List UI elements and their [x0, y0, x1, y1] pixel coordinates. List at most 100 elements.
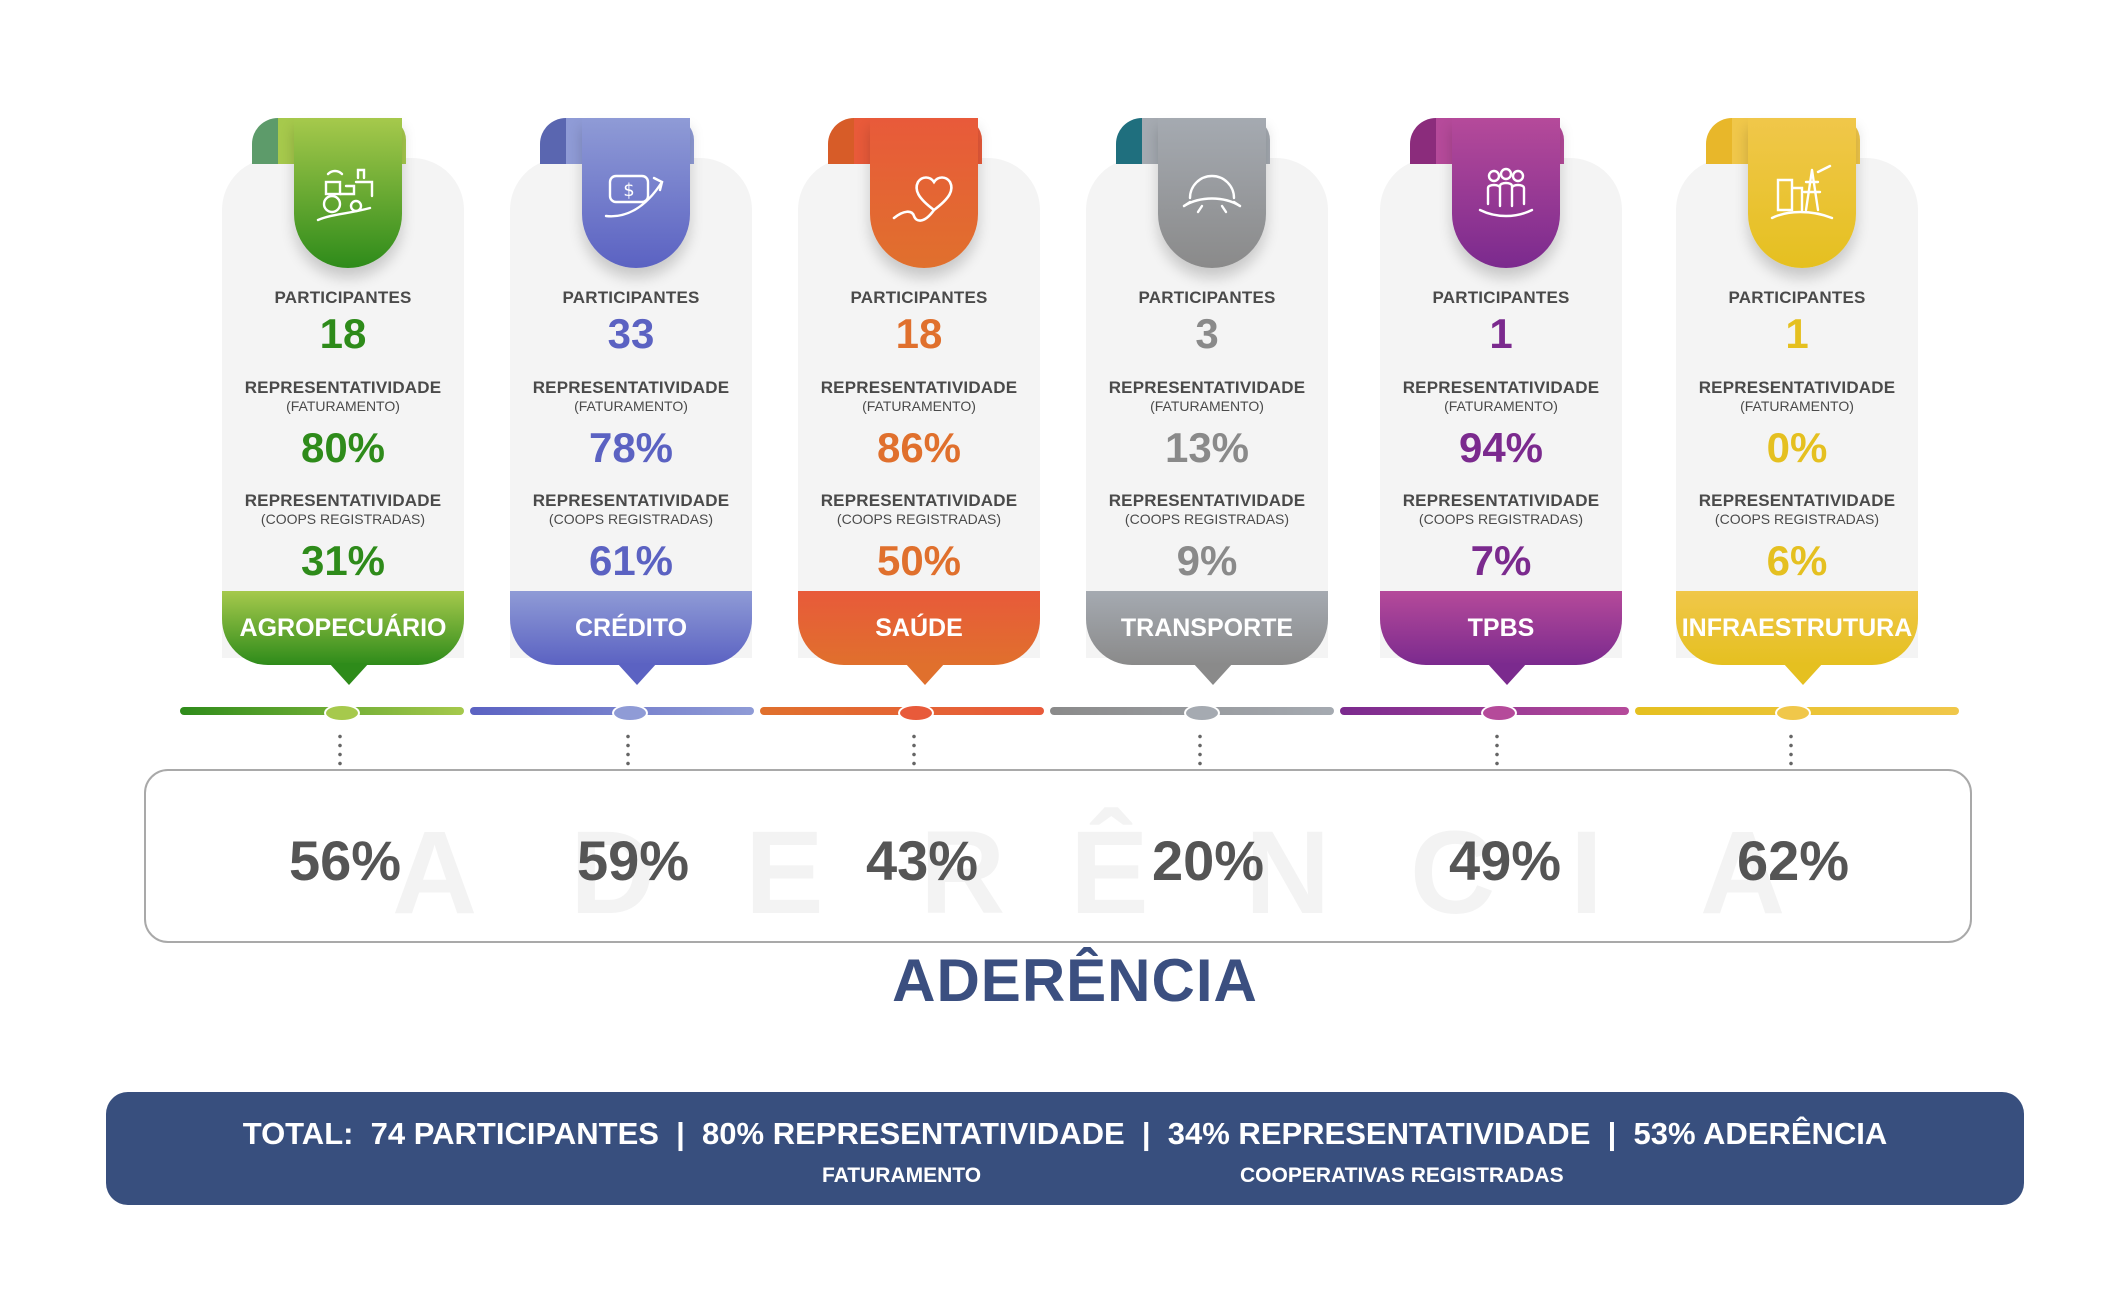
total-bar: TOTAL: 74 PARTICIPANTES | 80% REPRESENTA…	[106, 1092, 2024, 1205]
tractor-farm-icon	[312, 150, 384, 237]
connector-dots	[912, 732, 916, 770]
representatividade-label: REPRESENTATIVIDADE	[1402, 491, 1600, 510]
power-tower-icon	[1766, 150, 1838, 237]
coops-label: (COOPS REGISTRADAS)	[1714, 511, 1880, 527]
sector-pointer	[905, 663, 945, 685]
representatividade-label: REPRESENTATIVIDADE	[244, 378, 442, 397]
sector-pointer	[1783, 663, 1823, 685]
watermark-letter: N	[1245, 807, 1331, 939]
representatividade-label: REPRESENTATIVIDADE	[820, 491, 1018, 510]
faturamento-label: (FATURAMENTO)	[862, 398, 976, 414]
faturamento-label: (FATURAMENTO)	[1150, 398, 1264, 414]
participantes-value: 3	[1195, 310, 1219, 357]
sector-name: CRÉDITO	[510, 591, 752, 665]
sector-name: AGROPECUÁRIO	[222, 591, 464, 665]
coops-value: 31%	[300, 537, 386, 584]
participantes-value: 33	[607, 310, 655, 357]
timeline-dot	[1775, 704, 1811, 722]
participantes-value: 1	[1489, 310, 1513, 357]
watermark-letter: Ê	[1070, 807, 1149, 939]
representatividade-label: REPRESENTATIVIDADE	[820, 378, 1018, 397]
sector-name: TRANSPORTE	[1086, 591, 1328, 665]
representatividade-label: REPRESENTATIVIDADE	[1108, 378, 1306, 397]
icon-badge: $	[582, 118, 690, 268]
representatividade-label: REPRESENTATIVIDADE	[1698, 491, 1896, 510]
representatividade-label: REPRESENTATIVIDADE	[532, 491, 730, 510]
sector-pointer	[1193, 663, 1233, 685]
sector-pointer	[1487, 663, 1527, 685]
connector-dots	[626, 732, 630, 770]
icon-badge	[1158, 118, 1266, 268]
timeline-dot	[1481, 704, 1517, 722]
faturamento-value: 78%	[588, 424, 674, 471]
faturamento-label: (FATURAMENTO)	[1444, 398, 1558, 414]
connector-dots	[1789, 732, 1793, 770]
participantes-value: 18	[895, 310, 943, 357]
coops-value: 9%	[1176, 537, 1238, 584]
sector-pointer	[617, 663, 657, 685]
representatividade-label: REPRESENTATIVIDADE	[244, 491, 442, 510]
watermark-letter: I	[1570, 807, 1603, 939]
connector-dots	[338, 732, 342, 770]
timeline-dot	[898, 704, 934, 722]
coops-value: 7%	[1470, 537, 1532, 584]
people-group-icon	[1470, 150, 1542, 237]
timeline-segment	[180, 707, 464, 715]
participantes-value: 18	[319, 310, 367, 357]
money-growth-icon: $	[600, 150, 672, 237]
participantes-label: PARTICIPANTES	[1138, 288, 1276, 307]
coops-value: 61%	[588, 537, 674, 584]
sector-name: SAÚDE	[798, 591, 1040, 665]
watermark-letter: D	[570, 807, 656, 939]
sector-card: PARTICIPANTES 18 REPRESENTATIVIDADE (FAT…	[798, 118, 1040, 685]
faturamento-label: (FATURAMENTO)	[574, 398, 688, 414]
aderencia-value: 43%	[865, 829, 979, 892]
participantes-value: 1	[1785, 310, 1809, 357]
watermark-letter: C	[1410, 807, 1496, 939]
sector-name: TPBS	[1380, 591, 1622, 665]
sector-card: PARTICIPANTES 18 REPRESENTATIVIDADE (FAT…	[222, 118, 464, 685]
aderencia-value: 20%	[1151, 829, 1265, 892]
total-sub-faturamento: FATURAMENTO	[822, 1164, 982, 1187]
aderencia-title: ADERÊNCIA	[892, 947, 1258, 1014]
road-globe-icon	[1176, 150, 1248, 237]
representatividade-label: REPRESENTATIVIDADE	[1698, 378, 1896, 397]
aderencia-value: 56%	[288, 829, 402, 892]
timeline-dot	[324, 704, 360, 722]
aderencia-value: 59%	[576, 829, 690, 892]
total-sub-cooperativas: COOPERATIVAS REGISTRADAS	[1240, 1164, 1564, 1187]
participantes-label: PARTICIPANTES	[850, 288, 988, 307]
representatividade-label: REPRESENTATIVIDADE	[532, 378, 730, 397]
aderencia-box	[144, 769, 1972, 943]
faturamento-value: 80%	[300, 424, 386, 471]
aderencia-value: 49%	[1448, 829, 1562, 892]
sector-card: $ PARTICIPANTES 33 REPRESENTATIVIDADE (F…	[510, 118, 752, 685]
connector-dots	[1198, 732, 1202, 770]
representatividade-label: REPRESENTATIVIDADE	[1108, 491, 1306, 510]
total-line: TOTAL: 74 PARTICIPANTES | 80% REPRESENTA…	[242, 1116, 1888, 1151]
watermark-letter: A	[392, 807, 478, 939]
sector-card: PARTICIPANTES 3 REPRESENTATIVIDADE (FATU…	[1086, 118, 1328, 685]
coops-label: (COOPS REGISTRADAS)	[1418, 511, 1584, 527]
representatividade-label: REPRESENTATIVIDADE	[1402, 378, 1600, 397]
sector-name: INFRAESTRUTURA	[1676, 591, 1918, 665]
participantes-label: PARTICIPANTES	[274, 288, 412, 307]
watermark-letter: E	[745, 807, 824, 939]
sector-card: PARTICIPANTES 1 REPRESENTATIVIDADE (FATU…	[1380, 118, 1622, 685]
sector-card: PARTICIPANTES 1 REPRESENTATIVIDADE (FATU…	[1676, 118, 1918, 685]
faturamento-label: (FATURAMENTO)	[286, 398, 400, 414]
faturamento-value: 13%	[1164, 424, 1250, 471]
heart-icon	[888, 150, 960, 237]
watermark-letter: R	[920, 807, 1006, 939]
coops-value: 50%	[876, 537, 962, 584]
coops-label: (COOPS REGISTRADAS)	[1124, 511, 1290, 527]
faturamento-label: (FATURAMENTO)	[1740, 398, 1854, 414]
icon-badge	[294, 118, 402, 268]
participantes-label: PARTICIPANTES	[1432, 288, 1570, 307]
icon-badge	[1748, 118, 1856, 268]
icon-badge	[870, 118, 978, 268]
connector-dots	[1495, 732, 1499, 770]
watermark-letter: A	[1700, 807, 1786, 939]
icon-badge	[1452, 118, 1560, 268]
faturamento-value: 86%	[876, 424, 962, 471]
